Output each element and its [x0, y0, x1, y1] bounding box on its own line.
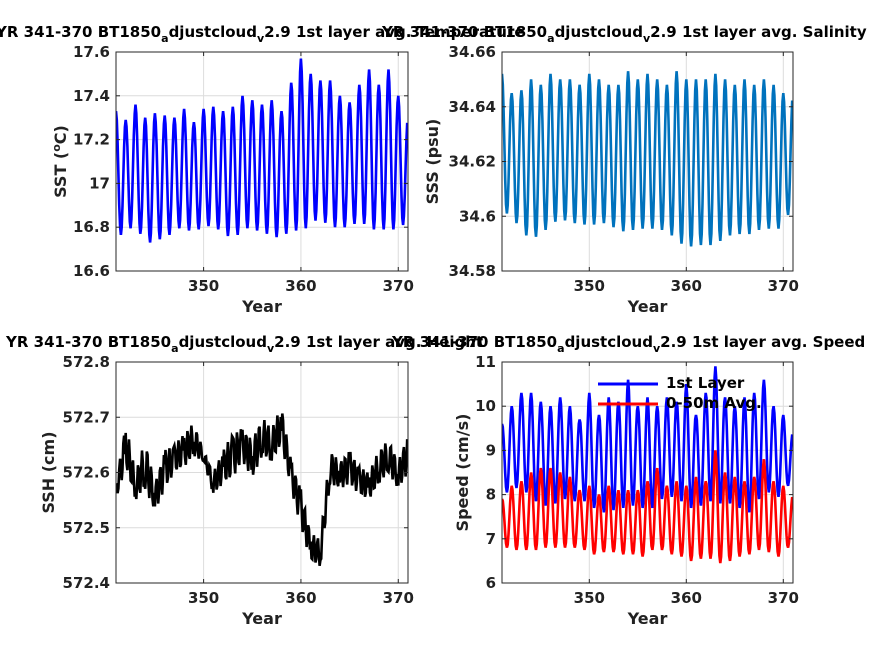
- title-part-4: v: [653, 342, 661, 355]
- x-tick-label: 350: [188, 589, 219, 607]
- x-tick-label: 350: [574, 277, 605, 295]
- x-axis-label: Year: [241, 609, 282, 628]
- legend-label: 0-50m Avg.: [666, 394, 762, 412]
- series-line-2: [502, 450, 793, 564]
- chart-title-3: YR 341-370 BT1850adjustcloudv2.9 1st lay…: [5, 333, 483, 355]
- y-tick-label: 34.58: [449, 262, 496, 280]
- series-line-1: [502, 71, 793, 247]
- title-part-1: YR 341-370 BT1850: [391, 333, 557, 351]
- x-axis-label: Year: [627, 297, 668, 316]
- y-tick-label: 34.64: [449, 98, 496, 116]
- y-tick-label: 17: [89, 174, 110, 192]
- y-tick-label: 572.6: [63, 464, 110, 482]
- y-axis-label: SSS (psu): [423, 119, 442, 205]
- chart-panel-2: 350 360 370 34.58 34.6 34.62 34.64 34.66 Year SSS…: [423, 43, 799, 316]
- title-part-2: a: [547, 32, 554, 45]
- title-part-4: v: [267, 342, 275, 355]
- chart-title-1: YR 341-370 BT1850adjustcloudv2.9 1st lay…: [0, 23, 525, 45]
- y-tick-label: 6: [486, 574, 496, 592]
- x-tick-label: 350: [188, 277, 219, 295]
- title-part-5: 2.9 1st layer avg. Temperature: [264, 23, 524, 41]
- chart-panel-1: 350 360 370 16.6 16.8 17 17.2 17.4 17.6 Year SST (…: [50, 43, 414, 316]
- x-tick-label: 360: [671, 277, 702, 295]
- title-part-5: 2.9 1st layer avg. Speed: [660, 333, 865, 351]
- y-axis-label: Speed (cm/s): [453, 414, 472, 532]
- y-tick-label: 9: [486, 441, 496, 459]
- x-axis-label: Year: [241, 297, 282, 316]
- y-tick-label: 7: [486, 530, 496, 548]
- title-part-2: a: [557, 342, 564, 355]
- y-tick-label: 16.6: [73, 262, 110, 280]
- chart-title-2: YR 341-370 BT1850adjustcloudv2.9 1st lay…: [381, 23, 867, 45]
- title-part-2: a: [171, 342, 178, 355]
- y-tick-label: 10: [475, 397, 496, 415]
- y-tick-label: 11: [475, 353, 496, 371]
- x-tick-label: 370: [383, 589, 414, 607]
- y-tick-label: 572.8: [63, 353, 110, 371]
- title-part-4: v: [257, 32, 265, 45]
- y-tick-label: 17.6: [73, 43, 110, 61]
- x-tick-label: 350: [574, 589, 605, 607]
- y-tick-label: 572.4: [63, 574, 110, 592]
- x-tick-label: 370: [768, 589, 799, 607]
- y-axis-label-part: SST (: [51, 152, 70, 198]
- y-axis-label: SSH (cm): [39, 431, 58, 513]
- x-axis-label: Year: [627, 609, 668, 628]
- legend-label: 1st Layer: [666, 374, 745, 392]
- chart-panel-3: 350 360 370 572.4 572.5 572.6 572.7 572.8 Year SS…: [39, 353, 414, 628]
- title-part-1: YR 341-370 BT1850: [5, 333, 171, 351]
- title-part-1: YR 341-370 BT1850: [381, 23, 547, 41]
- y-tick-label: 8: [486, 486, 496, 504]
- y-tick-label: 34.62: [449, 153, 496, 171]
- title-part-5: 2.9 1st layer avg. Height: [274, 333, 483, 351]
- title-part-3: djustcloud: [555, 23, 643, 41]
- title-part-3: djustcloud: [565, 333, 653, 351]
- y-axis-label-sup: o: [50, 144, 63, 152]
- x-tick-label: 360: [671, 589, 702, 607]
- title-part-3: djustcloud: [169, 23, 257, 41]
- chart-title-4: YR 341-370 BT1850adjustcloudv2.9 1st lay…: [391, 333, 865, 355]
- y-tick-label: 16.8: [73, 218, 110, 236]
- x-tick-label: 370: [383, 277, 414, 295]
- title-part-5: 2.9 1st layer avg. Salinity: [650, 23, 867, 41]
- y-tick-label: 34.66: [449, 43, 496, 61]
- chart-panel-4: 350 360 370 6 7 8 9 10 11 Year Speed (cm/s) 1st Lay…: [453, 353, 799, 628]
- axes-box: [501, 361, 794, 584]
- x-tick-label: 360: [285, 277, 316, 295]
- series-line-1: [116, 58, 408, 243]
- y-tick-label: 572.5: [63, 519, 110, 537]
- title-part-2: a: [161, 32, 168, 45]
- x-tick-label: 370: [768, 277, 799, 295]
- axes-box: [115, 51, 409, 272]
- title-part-4: v: [643, 32, 651, 45]
- title-part-1: YR 341-370 BT1850: [0, 23, 161, 41]
- y-tick-label: 34.6: [459, 207, 496, 225]
- title-part-3: djustcloud: [179, 333, 267, 351]
- y-tick-label: 17.4: [73, 87, 110, 105]
- y-tick-label: 572.7: [63, 408, 110, 426]
- y-tick-label: 17.2: [73, 131, 110, 149]
- series-line-1: [116, 413, 408, 566]
- y-axis-label-part: C): [51, 125, 70, 144]
- y-axis-label: SST (oC): [50, 125, 70, 198]
- x-tick-label: 360: [285, 589, 316, 607]
- series-line-1: [502, 366, 793, 513]
